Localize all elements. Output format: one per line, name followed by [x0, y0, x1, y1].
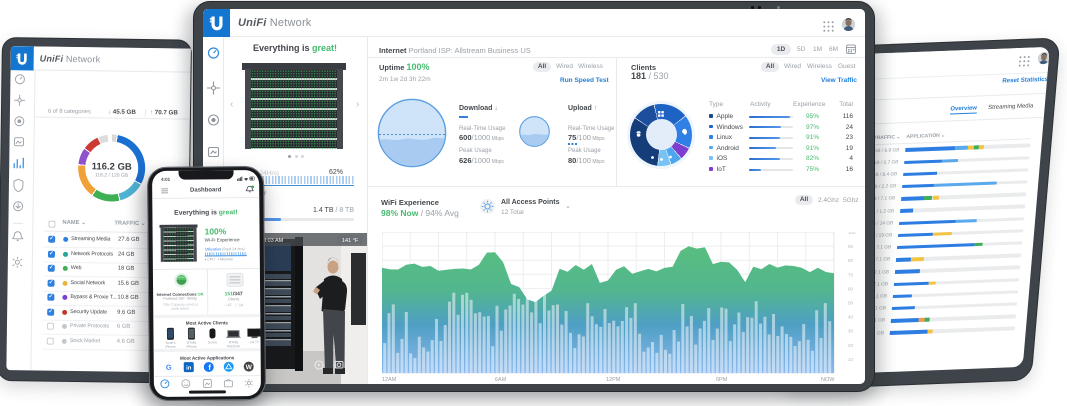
svg-text:30: 30: [848, 329, 854, 334]
svg-text:70: 70: [848, 272, 854, 277]
svg-text:100: 100: [848, 232, 856, 235]
svg-text:40: 40: [848, 315, 854, 320]
svg-text:141 °F: 141 °F: [342, 238, 359, 244]
svg-text:in: in: [186, 365, 192, 371]
svg-text:6AM: 6AM: [495, 377, 507, 383]
svg-text:50: 50: [848, 301, 854, 306]
svg-text:12PM: 12PM: [606, 377, 621, 383]
svg-text:6PM: 6PM: [716, 377, 728, 383]
svg-text:W: W: [246, 364, 253, 371]
svg-text:12AM: 12AM: [382, 377, 397, 383]
svg-text:20: 20: [848, 343, 854, 348]
svg-text:10: 10: [848, 357, 854, 362]
svg-text:G: G: [166, 362, 172, 371]
svg-text:80: 80: [848, 258, 854, 263]
svg-text:90: 90: [848, 244, 854, 249]
svg-text:NOW: NOW: [821, 377, 835, 383]
svg-text:60: 60: [848, 286, 854, 291]
svg-text:f: f: [208, 362, 211, 371]
